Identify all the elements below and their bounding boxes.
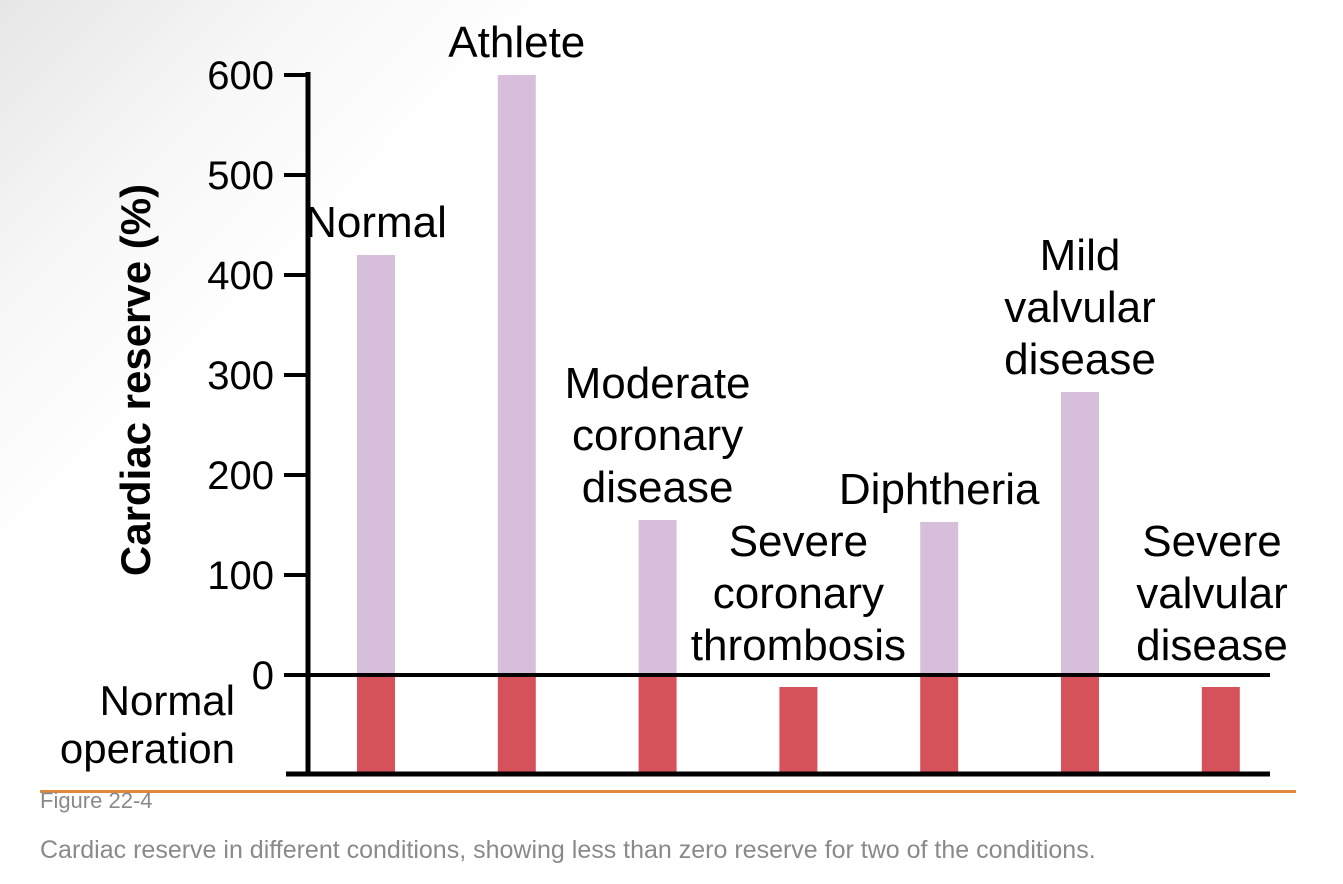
y-axis-title: Cardiac reserve (%)	[112, 184, 159, 576]
category-label-6-line-2: disease	[1136, 621, 1288, 670]
category-label-6-line-1: valvular	[1136, 569, 1288, 618]
category-label-5-line-0: Mild	[1040, 231, 1121, 280]
bar-normal-operation-6	[1201, 687, 1240, 774]
baseline-label-line-0: Normal	[100, 677, 235, 724]
category-label-3: Severe coronary thrombosis	[691, 517, 906, 670]
bar-reserve-5	[1061, 392, 1099, 675]
y-tick-label-400: 400	[207, 254, 274, 298]
baseline-label: Normal operation	[60, 677, 235, 772]
category-label-2: Moderate coronary disease	[565, 359, 751, 512]
category-label-1: Athlete	[448, 18, 585, 67]
bar-normal-operation-4	[920, 675, 959, 774]
y-tick-label-500: 500	[207, 154, 274, 198]
category-label-3-line-0: Severe	[729, 517, 868, 566]
bar-normal-operation-1	[497, 675, 536, 774]
bar-normal-operation-0	[357, 675, 395, 774]
y-tick-label-200: 200	[207, 454, 274, 498]
category-label-5-line-2: disease	[1004, 335, 1156, 384]
bar-normal-operation-3	[779, 687, 818, 774]
y-tick-label-300: 300	[207, 354, 274, 398]
category-label-3-line-2: thrombosis	[691, 621, 906, 670]
y-tick-label-600: 600	[207, 54, 274, 98]
category-label-0: Normal	[305, 198, 447, 247]
category-label-2-line-1: coronary	[572, 411, 743, 460]
category-label-5-line-1: valvular	[1004, 283, 1156, 332]
category-label-0-line-0: Normal	[305, 198, 447, 247]
category-label-4: Diphtheria	[839, 465, 1040, 514]
figure-caption: Cardiac reserve in different conditions,…	[40, 836, 1096, 864]
y-tick-label-100: 100	[207, 554, 274, 598]
category-label-3-line-1: coronary	[713, 569, 884, 618]
figure-divider	[40, 790, 1296, 793]
category-label-5: Mild valvular disease	[1004, 231, 1156, 384]
bar-reserve-4	[920, 522, 959, 675]
bar-reserve-1	[497, 75, 536, 675]
category-label-6-line-0: Severe	[1142, 517, 1281, 566]
figure-label: Figure 22-4	[40, 788, 153, 813]
bar-reserve-0	[357, 255, 395, 675]
category-label-2-line-2: disease	[582, 463, 734, 512]
bar-reserve-2	[638, 520, 677, 675]
category-label-2-line-0: Moderate	[565, 359, 751, 408]
baseline-label-line-1: operation	[60, 725, 235, 772]
category-label-6: Severe valvular disease	[1136, 517, 1288, 670]
bar-normal-operation-2	[638, 675, 677, 774]
bar-normal-operation-5	[1061, 675, 1099, 774]
category-label-1-line-0: Athlete	[448, 18, 585, 67]
y-tick-label-0: 0	[252, 654, 274, 698]
category-label-4-line-0: Diphtheria	[839, 465, 1040, 514]
